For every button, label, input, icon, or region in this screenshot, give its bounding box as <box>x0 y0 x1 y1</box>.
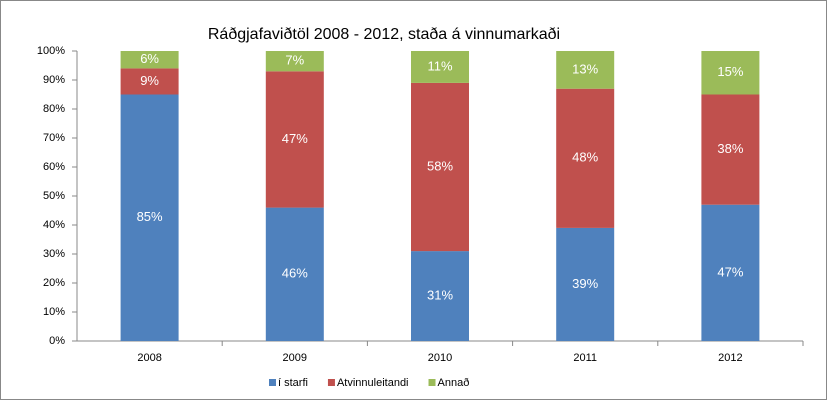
bar-segment <box>120 51 179 69</box>
y-tick-label: 80% <box>43 103 65 115</box>
data-label: 31% <box>427 287 453 302</box>
y-tick-label: 90% <box>43 74 65 86</box>
data-label: 39% <box>572 276 598 291</box>
legend-label: Atvinnuleitandi <box>337 377 409 389</box>
y-tick-label: 70% <box>43 132 65 144</box>
bar-segment <box>411 82 469 252</box>
data-label: 7% <box>285 53 304 68</box>
bar-segment <box>701 94 760 205</box>
bar-segment <box>701 204 760 341</box>
y-tick-label: 60% <box>43 161 65 173</box>
legend-label: Annað <box>438 377 470 389</box>
chart-title: Ráðgjafaviðtöl 2008 - 2012, staða á vinn… <box>208 26 560 43</box>
bar-segment <box>556 88 615 228</box>
legend-swatch <box>428 379 436 386</box>
data-label: 48% <box>572 150 598 165</box>
data-label: 46% <box>282 266 308 281</box>
x-tick-label: 2009 <box>283 352 307 364</box>
y-tick-label: 20% <box>43 277 65 289</box>
data-label: 13% <box>572 61 598 76</box>
data-label: 85% <box>137 209 163 224</box>
legend-swatch <box>327 379 335 386</box>
y-tick-label: 0% <box>49 335 65 347</box>
bar-segment <box>265 207 324 341</box>
data-label: 47% <box>717 264 743 279</box>
y-tick-label: 30% <box>43 248 65 260</box>
data-label: 6% <box>140 51 159 66</box>
data-label: 15% <box>717 64 743 79</box>
x-tick-label: 2012 <box>718 352 742 364</box>
bar-segment <box>120 94 179 341</box>
data-label: 9% <box>140 73 159 88</box>
y-tick-label: 50% <box>43 190 65 202</box>
legend-label: í starfi <box>278 377 308 389</box>
data-label: 11% <box>427 58 452 73</box>
data-label: 47% <box>282 131 308 146</box>
y-tick-label: 100% <box>37 45 65 57</box>
bar-segment <box>701 51 760 95</box>
legend-swatch <box>269 379 276 386</box>
data-label: 38% <box>717 141 743 156</box>
bar-segment <box>411 51 469 83</box>
data-label: 58% <box>427 158 453 173</box>
bar-segment <box>556 227 615 341</box>
bar-segment <box>120 68 179 95</box>
x-tick-label: 2008 <box>137 352 161 364</box>
bar-segment <box>411 251 469 341</box>
bar-segment <box>556 51 615 89</box>
x-tick-label: 2011 <box>573 352 597 364</box>
y-tick-label: 10% <box>43 306 65 318</box>
y-tick-label: 40% <box>43 219 65 231</box>
bar-segment <box>265 71 324 208</box>
x-tick-label: 2010 <box>428 352 452 364</box>
bar-segment <box>265 51 324 72</box>
